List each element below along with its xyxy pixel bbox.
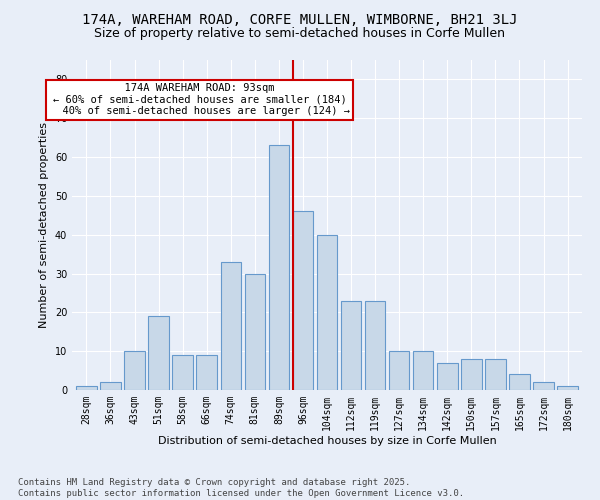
- X-axis label: Distribution of semi-detached houses by size in Corfe Mullen: Distribution of semi-detached houses by …: [158, 436, 496, 446]
- Bar: [100, 382, 121, 390]
- Bar: [245, 274, 265, 390]
- Bar: [293, 212, 313, 390]
- Y-axis label: Number of semi-detached properties: Number of semi-detached properties: [39, 122, 49, 328]
- Bar: [172, 355, 193, 390]
- Bar: [148, 316, 169, 390]
- Bar: [461, 359, 482, 390]
- Bar: [341, 300, 361, 390]
- Bar: [509, 374, 530, 390]
- Text: 174A WAREHAM ROAD: 93sqm  
← 60% of semi-detached houses are smaller (184)
  40%: 174A WAREHAM ROAD: 93sqm ← 60% of semi-d…: [49, 84, 349, 116]
- Bar: [269, 146, 289, 390]
- Bar: [533, 382, 554, 390]
- Bar: [124, 351, 145, 390]
- Text: Contains HM Land Registry data © Crown copyright and database right 2025.
Contai: Contains HM Land Registry data © Crown c…: [18, 478, 464, 498]
- Text: Size of property relative to semi-detached houses in Corfe Mullen: Size of property relative to semi-detach…: [95, 28, 505, 40]
- Bar: [365, 300, 385, 390]
- Bar: [221, 262, 241, 390]
- Bar: [557, 386, 578, 390]
- Bar: [485, 359, 506, 390]
- Bar: [196, 355, 217, 390]
- Bar: [76, 386, 97, 390]
- Bar: [317, 234, 337, 390]
- Bar: [437, 363, 458, 390]
- Text: 174A, WAREHAM ROAD, CORFE MULLEN, WIMBORNE, BH21 3LJ: 174A, WAREHAM ROAD, CORFE MULLEN, WIMBOR…: [82, 12, 518, 26]
- Bar: [413, 351, 433, 390]
- Bar: [389, 351, 409, 390]
